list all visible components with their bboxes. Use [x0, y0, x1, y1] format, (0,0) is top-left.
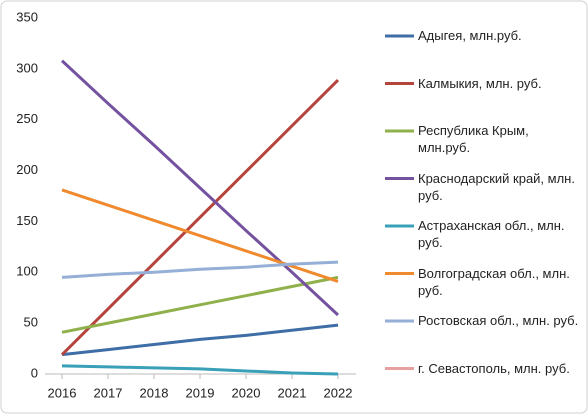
y-tick-label: 300	[16, 60, 38, 75]
legend-label: Краснодарский край, млн. руб.	[418, 170, 575, 203]
y-tick-label: 200	[16, 162, 38, 177]
y-tick-label: 0	[31, 365, 38, 380]
x-tick-label: 2021	[278, 385, 307, 400]
y-tick-label: 150	[16, 213, 38, 228]
series-line	[60, 78, 340, 356]
legend-label: Калмыкия, млн. руб.	[418, 75, 542, 91]
x-tick-label: 2020	[232, 385, 261, 400]
x-tick-label: 2017	[94, 385, 123, 400]
legend-label: Ростовская обл., млн. руб.	[418, 313, 579, 328]
y-tick-label: 50	[24, 315, 38, 330]
y-tick-label: 100	[16, 264, 38, 279]
series-line	[61, 188, 339, 283]
x-tick-label: 2016	[48, 385, 77, 400]
x-tick-label: 2022	[324, 385, 353, 400]
series-line	[61, 260, 339, 279]
series-line	[61, 275, 339, 334]
x-tick-label: 2019	[186, 385, 215, 400]
legend-label: Республика Крым, млн.руб.	[418, 123, 529, 155]
legend-label: г. Севастополь, млн. руб.	[418, 360, 570, 376]
y-tick-label: 250	[16, 111, 38, 126]
legend-label: Астраханская обл., млн. руб.	[418, 218, 565, 250]
legend-label: Волгоградская обл., млн. руб.	[418, 265, 570, 298]
legend-label: Адыгея, млн.руб.	[418, 28, 522, 43]
y-tick-label: 350	[16, 9, 38, 24]
series-line	[60, 59, 340, 317]
series-line	[61, 323, 339, 357]
x-tick-label: 2018	[140, 385, 169, 400]
series-line	[61, 364, 339, 376]
